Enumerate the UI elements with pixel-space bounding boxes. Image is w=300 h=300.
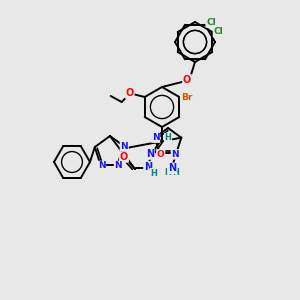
Text: H: H — [172, 168, 179, 177]
Text: N: N — [152, 133, 160, 142]
Text: Cl: Cl — [206, 18, 216, 27]
Text: N: N — [144, 162, 152, 172]
Text: Cl: Cl — [213, 28, 223, 37]
Text: O: O — [183, 75, 191, 85]
Text: O: O — [120, 152, 128, 162]
Text: Br: Br — [181, 92, 192, 101]
Text: H: H — [151, 169, 158, 178]
Text: N: N — [168, 163, 176, 173]
Text: N: N — [146, 149, 154, 159]
Text: H: H — [165, 168, 171, 177]
Text: O: O — [126, 88, 134, 98]
Text: N: N — [171, 150, 179, 159]
Text: N: N — [115, 161, 122, 170]
Text: N: N — [98, 161, 105, 170]
Text: N: N — [120, 142, 128, 151]
Text: O: O — [157, 150, 165, 159]
Text: H: H — [165, 134, 171, 142]
